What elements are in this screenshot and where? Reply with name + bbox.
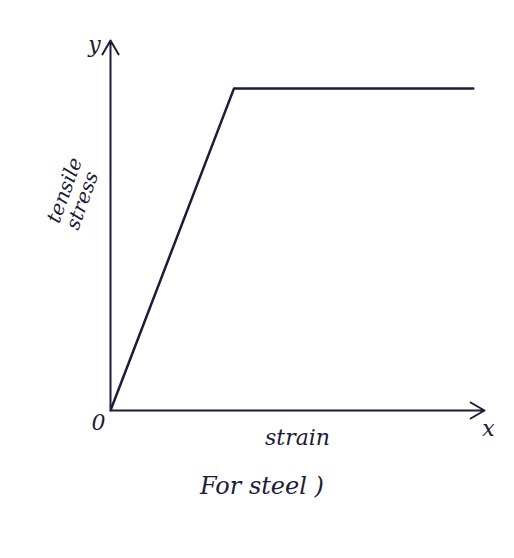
svg-text:y: y [87,32,101,57]
html-text:For steel ): For steel ) [200,472,324,500]
svg-text:strain: strain [265,425,330,450]
svg-text:tensilestress: tensilestress [41,154,105,233]
svg-text:0: 0 [92,410,106,435]
svg-text:x: x [482,416,495,441]
